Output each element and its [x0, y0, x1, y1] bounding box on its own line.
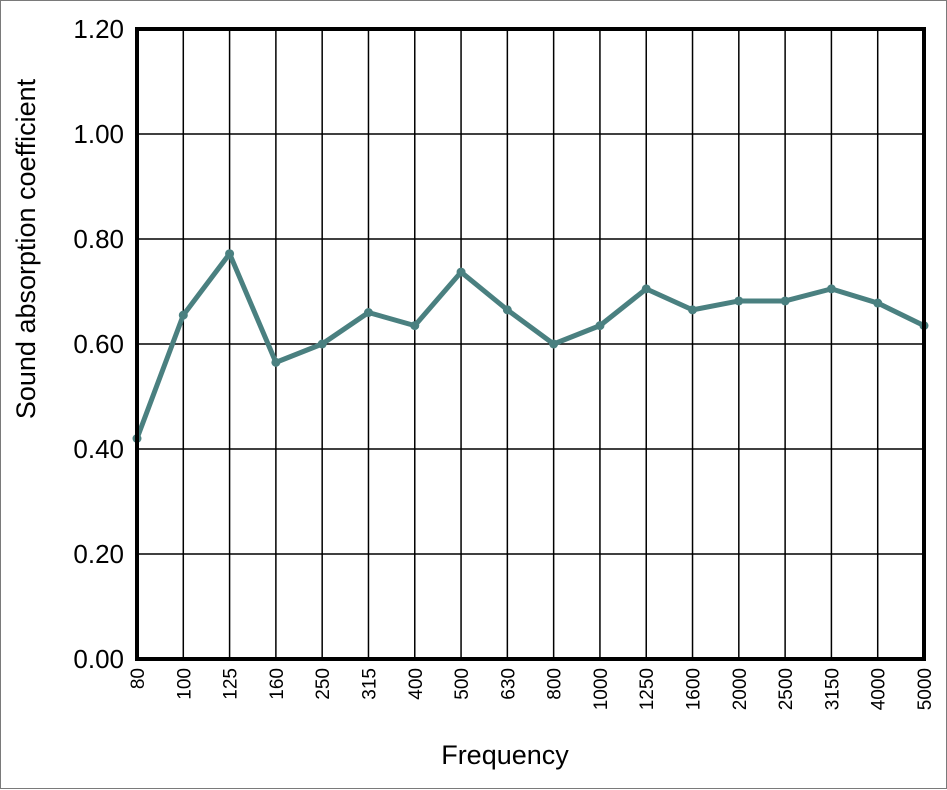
x-tick-labels: 80 100 125 160 250 315 400 500 630 800 1000 1250 160… — [128, 668, 936, 710]
x-axis-title: Frequency — [441, 740, 569, 770]
y-tick-label: 0.80 — [73, 224, 124, 254]
y-tick-label: 0.20 — [73, 539, 124, 569]
x-tick-label: 125 — [221, 668, 242, 700]
x-tick-label: 400 — [406, 668, 427, 700]
data-point — [363, 308, 373, 317]
data-point — [688, 305, 698, 315]
x-tick-label: 2000 — [730, 668, 751, 710]
data-point — [826, 284, 836, 294]
x-tick-label: 2500 — [776, 668, 797, 710]
series-group — [132, 249, 929, 443]
grid-lines — [137, 29, 924, 659]
data-point — [456, 267, 466, 277]
data-point — [873, 298, 883, 308]
data-point — [549, 339, 559, 349]
plot-border — [135, 27, 926, 661]
x-tick-label: 315 — [359, 668, 380, 700]
y-tick-label: 0.60 — [73, 329, 124, 359]
series-line — [134, 251, 927, 441]
x-tick-label: 1000 — [591, 668, 612, 710]
data-point — [271, 357, 281, 367]
data-point — [410, 321, 420, 331]
x-tick-label: 1600 — [684, 668, 705, 710]
y-tick-label: 1.00 — [73, 119, 124, 149]
x-tick-label: 4000 — [869, 668, 890, 710]
data-point — [225, 249, 235, 259]
x-tick-label: 250 — [313, 668, 334, 700]
data-point — [780, 296, 790, 306]
data-point — [502, 305, 512, 315]
x-tick-label: 800 — [545, 668, 566, 700]
data-point — [178, 310, 188, 320]
y-tick-label: 1.20 — [73, 14, 124, 44]
y-tick-labels: 0.00 0.20 0.40 0.60 0.80 1.00 1.20 — [73, 14, 124, 674]
data-point — [595, 321, 605, 331]
x-tick-label: 5000 — [915, 668, 936, 710]
x-tick-label: 160 — [267, 668, 288, 700]
y-tick-label: 0.40 — [73, 434, 124, 464]
data-point — [317, 339, 327, 349]
x-tick-label: 3150 — [822, 668, 843, 710]
y-axis-title: Sound absorption coefficient — [11, 78, 41, 419]
x-tick-label: 500 — [452, 668, 473, 700]
data-point — [641, 284, 651, 294]
x-tick-label: 100 — [174, 668, 195, 700]
x-tick-label: 1250 — [637, 668, 658, 710]
x-tick-label: 630 — [498, 668, 519, 700]
data-point — [734, 296, 744, 306]
x-tick-label: 80 — [128, 668, 149, 689]
y-tick-label: 0.00 — [73, 644, 124, 674]
